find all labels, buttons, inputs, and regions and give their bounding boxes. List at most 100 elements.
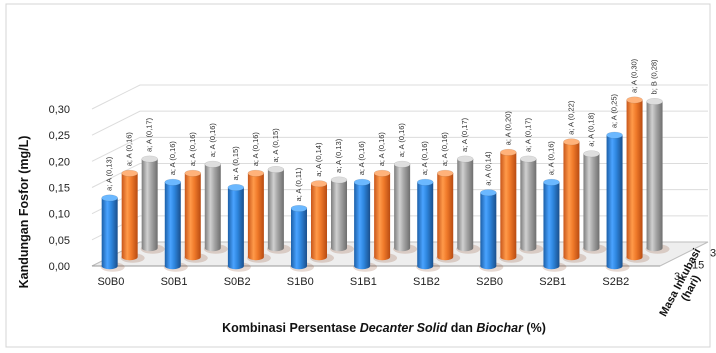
data-label: a; A (0,16)	[208, 123, 217, 158]
bar-cap	[543, 179, 559, 185]
bar-cap	[291, 205, 307, 211]
x-tick-label: S2B1	[539, 276, 566, 288]
bar-body	[291, 208, 307, 269]
bar-body	[647, 101, 663, 251]
depth-tick-label: 30	[710, 248, 716, 260]
y-tick-label: 0,30	[49, 104, 70, 116]
bar-body	[374, 173, 390, 260]
bar-body	[205, 164, 221, 251]
bar-cap	[583, 151, 599, 157]
y-tick-label: 0,20	[49, 156, 70, 168]
data-label: a; A (0,16)	[251, 132, 260, 167]
data-label: a; A (0,13)	[105, 156, 114, 191]
bar-cap	[228, 184, 244, 190]
bar-cap	[647, 98, 663, 104]
data-label: a; A (0,16)	[357, 141, 366, 176]
data-label: a; A (0,14)	[483, 151, 492, 186]
data-label: a; A (0,15)	[231, 146, 240, 181]
bar-body	[185, 173, 201, 260]
y-tick-label: 0,05	[49, 235, 70, 247]
bar-body	[311, 184, 327, 260]
bar-cap	[331, 177, 347, 183]
bar-cap	[500, 149, 516, 155]
data-label: a; A (0,16)	[546, 141, 555, 176]
x-tick-label: S2B0	[476, 276, 503, 288]
bar-body	[520, 159, 536, 251]
bar-cap	[563, 139, 579, 145]
bar-body	[102, 198, 118, 269]
bar-cap	[374, 170, 390, 176]
bar-body	[394, 164, 410, 251]
bar-cap	[165, 179, 181, 185]
y-axis-title: Kandungan Fosfor (mg/L)	[17, 136, 31, 289]
data-label: a; A (0,16)	[125, 132, 134, 167]
bar-body	[165, 182, 181, 269]
data-label: b; B (0,28)	[650, 59, 659, 95]
bar-cap	[457, 156, 473, 162]
x-tick-label: S0B2	[224, 276, 251, 288]
bar-cap	[268, 166, 284, 172]
bar-body	[437, 173, 453, 260]
bar-body	[457, 159, 473, 251]
bar-cap	[627, 97, 643, 103]
bar-cap	[205, 161, 221, 167]
bar-body	[248, 173, 264, 260]
x-tick-label: S0B1	[161, 276, 188, 288]
data-label: a; A (0,16)	[188, 132, 197, 167]
bar-body	[607, 135, 623, 269]
x-tick-label: S2B2	[602, 276, 629, 288]
data-label: a; A (0,15)	[271, 128, 280, 163]
data-label: a; A (0,13)	[334, 138, 343, 173]
x-tick-labels: S0B0 S0B1 S0B2 S1B0 S1B1 S1B2 S2B0 S2B1 S2B2	[97, 276, 629, 288]
x-axis-title: Kombinasi Persentase Decanter Solid dan …	[222, 321, 546, 335]
data-label: a; A (0,17)	[460, 117, 469, 152]
bar-cap	[437, 170, 453, 176]
data-label: a; A (0,30)	[630, 58, 639, 93]
bar-body	[480, 193, 496, 269]
bar-cap	[520, 156, 536, 162]
y-tick-label: 0,10	[49, 209, 70, 221]
x-tick-label: S0B0	[97, 276, 124, 288]
data-label: a; A (0,17)	[145, 117, 154, 152]
bar-cap	[607, 132, 623, 138]
data-label: a; A (0,16)	[397, 123, 406, 158]
bar-cap	[185, 170, 201, 176]
x-tick-label: S1B2	[413, 276, 440, 288]
bar-body	[331, 180, 347, 251]
bar-cap	[248, 170, 264, 176]
data-label: a; A (0,16)	[420, 141, 429, 176]
bar-cap	[480, 190, 496, 196]
y-tick-label: 0,00	[49, 261, 70, 273]
bar-body	[627, 100, 643, 260]
data-label: a; A (0,16)	[168, 141, 177, 176]
data-label: a; A (0,14)	[314, 142, 323, 177]
bar-body	[268, 170, 284, 252]
data-label: a; A (0,20)	[503, 111, 512, 146]
bar-body	[583, 154, 599, 251]
y-tick-label: 0,15	[49, 183, 70, 195]
bar-cap	[354, 179, 370, 185]
data-label: a; A (0,18)	[586, 112, 595, 147]
bar-body	[543, 182, 559, 269]
bar-cap	[142, 156, 158, 162]
bar-body	[142, 159, 158, 251]
bar-cap	[311, 181, 327, 187]
data-label: a; A (0,16)	[440, 132, 449, 167]
data-label: a; A (0,17)	[523, 117, 532, 152]
bar-cap	[122, 170, 138, 176]
bar-cap	[102, 195, 118, 201]
bar-body	[563, 142, 579, 260]
data-label: a; A (0,22)	[566, 100, 575, 135]
data-label: a; A (0,25)	[610, 93, 619, 128]
bar-cap	[394, 161, 410, 167]
bar-body	[500, 152, 516, 260]
bar-body	[228, 188, 244, 270]
x-tick-label: S1B1	[350, 276, 377, 288]
y-tick-label: 0,25	[49, 130, 70, 142]
bar-body	[354, 182, 370, 269]
bar-body	[122, 173, 138, 260]
data-label: a; A (0,16)	[377, 132, 386, 167]
bar-body	[417, 182, 433, 269]
